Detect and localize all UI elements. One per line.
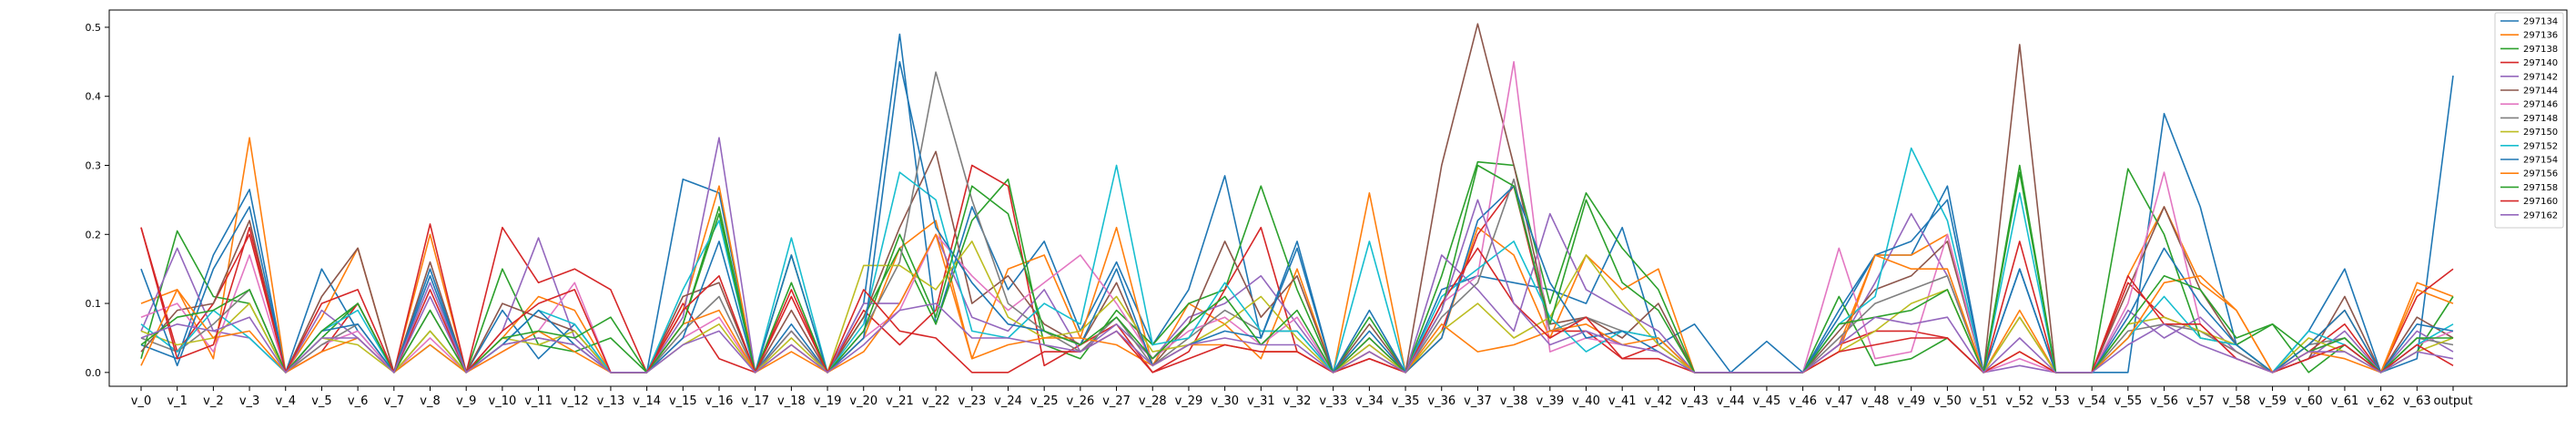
legend-label: 297144 (2523, 87, 2558, 97)
x-tick-label: v_19 (814, 394, 842, 408)
x-tick-label: v_53 (2042, 394, 2070, 408)
x-tick-label: v_27 (1102, 394, 1131, 408)
x-tick-label: v_16 (705, 394, 734, 408)
x-tick-label: v_15 (669, 394, 697, 408)
x-tick-label: v_9 (456, 394, 476, 408)
x-tick-label: v_3 (239, 394, 259, 408)
x-tick-label: v_8 (420, 394, 440, 408)
x-tick-label: v_1 (167, 394, 187, 408)
x-tick-label: v_51 (1970, 394, 1998, 408)
x-tick-label: v_58 (2223, 394, 2251, 408)
x-tick-label: v_46 (1789, 394, 1817, 408)
x-tick-label: v_11 (524, 394, 553, 408)
series-line-297162 (140, 199, 2454, 374)
x-tick-label: v_54 (2078, 394, 2106, 408)
legend-label: 297146 (2523, 100, 2558, 110)
x-tick-label: v_17 (741, 394, 769, 408)
series-layer (140, 23, 2454, 374)
x-tick-label: v_18 (777, 394, 806, 408)
x-tick-label: v_45 (1753, 394, 1781, 408)
y-tick-label: 0.3 (86, 160, 102, 172)
x-tick-label: v_21 (886, 394, 914, 408)
x-tick-label: v_34 (1355, 394, 1384, 408)
legend-label: 297160 (2523, 197, 2558, 207)
x-tick-label: v_12 (561, 394, 589, 408)
x-tick-label: v_52 (2005, 394, 2033, 408)
x-tick-label: v_26 (1067, 394, 1095, 408)
x-tick-label: v_44 (1717, 394, 1745, 408)
x-tick-label: v_24 (994, 394, 1022, 408)
x-tick-label: v_36 (1427, 394, 1455, 408)
x-tick-label: v_59 (2258, 394, 2287, 408)
x-tick-label: v_38 (1500, 394, 1528, 408)
x-tick-label: v_6 (348, 394, 368, 408)
x-tick-label: v_41 (1608, 394, 1637, 408)
x-tick-label: v_28 (1139, 394, 1167, 408)
legend-label: 297142 (2523, 72, 2558, 82)
x-tick-label: v_33 (1319, 394, 1347, 408)
x-tick-label: v_2 (203, 394, 223, 408)
x-tick-label: v_48 (1861, 394, 1890, 408)
y-tick-label: 0.0 (86, 367, 102, 379)
legend-label: 297148 (2523, 114, 2558, 124)
legend-label: 297154 (2523, 156, 2558, 166)
legend-label: 297162 (2523, 210, 2558, 220)
x-tick-label: v_56 (2150, 394, 2178, 408)
y-tick-label: 0.4 (86, 91, 102, 103)
legend-label: 297156 (2523, 169, 2558, 179)
x-tick-label: v_0 (131, 394, 151, 408)
x-tick-label: v_25 (1030, 394, 1059, 408)
x-tick-label: v_13 (597, 394, 625, 408)
x-tick-label: v_30 (1211, 394, 1239, 408)
x-tick-label: v_49 (1897, 394, 1925, 408)
x-tick-label: v_20 (849, 394, 877, 408)
y-axis: 0.0 0.1 0.2 0.3 0.4 0.5 (86, 22, 109, 379)
x-tick-label: v_7 (384, 394, 404, 408)
x-tick-label: output (2434, 394, 2473, 408)
x-tick-label: v_60 (2295, 394, 2323, 408)
legend-label: 297152 (2523, 141, 2558, 151)
legend-label: 297138 (2523, 45, 2558, 55)
legend-label: 297134 (2523, 17, 2558, 27)
legend-label: 297150 (2523, 128, 2558, 138)
x-tick-label: v_37 (1464, 394, 1492, 408)
x-tick-label: v_31 (1247, 394, 1275, 408)
x-tick-label: v_63 (2403, 394, 2431, 408)
legend: 297134 297136 297138 297140 297142 297144 2971… (2494, 12, 2564, 229)
legend-label: 297136 (2523, 31, 2558, 41)
x-tick-label: v_61 (2331, 394, 2359, 408)
x-tick-label: v_22 (922, 394, 950, 408)
x-tick-label: v_47 (1825, 394, 1853, 408)
x-tick-label: v_5 (311, 394, 331, 408)
x-tick-label: v_29 (1175, 394, 1203, 408)
plot-frame (108, 9, 2568, 387)
x-axis: v_0 v_1 v_2 v_3 v_4 v_5 v_6 v_7 v_8 v_9 v_10 v_11 v_… (131, 386, 2473, 408)
x-tick-label: v_62 (2367, 394, 2395, 408)
x-tick-label: v_50 (1933, 394, 1962, 408)
x-tick-label: v_40 (1572, 394, 1600, 408)
x-tick-label: v_4 (276, 394, 296, 408)
x-tick-label: v_35 (1392, 394, 1420, 408)
y-tick-label: 0.2 (86, 229, 102, 241)
x-tick-label: v_23 (958, 394, 986, 408)
x-tick-label: v_55 (2114, 394, 2142, 408)
x-tick-label: v_42 (1645, 394, 1673, 408)
legend-label: 297140 (2523, 58, 2558, 68)
y-tick-label: 0.1 (86, 298, 102, 310)
x-tick-label: v_39 (1536, 394, 1564, 408)
legend-label: 297158 (2523, 183, 2558, 193)
y-tick-label: 0.5 (86, 22, 102, 34)
x-tick-label: v_32 (1283, 394, 1312, 408)
x-tick-label: v_43 (1680, 394, 1709, 408)
x-tick-label: v_14 (633, 394, 661, 408)
x-tick-label: v_57 (2186, 394, 2215, 408)
x-tick-label: v_10 (489, 394, 517, 408)
